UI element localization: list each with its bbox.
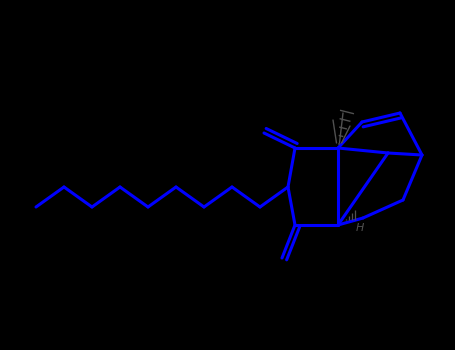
Text: H: H bbox=[356, 223, 364, 233]
